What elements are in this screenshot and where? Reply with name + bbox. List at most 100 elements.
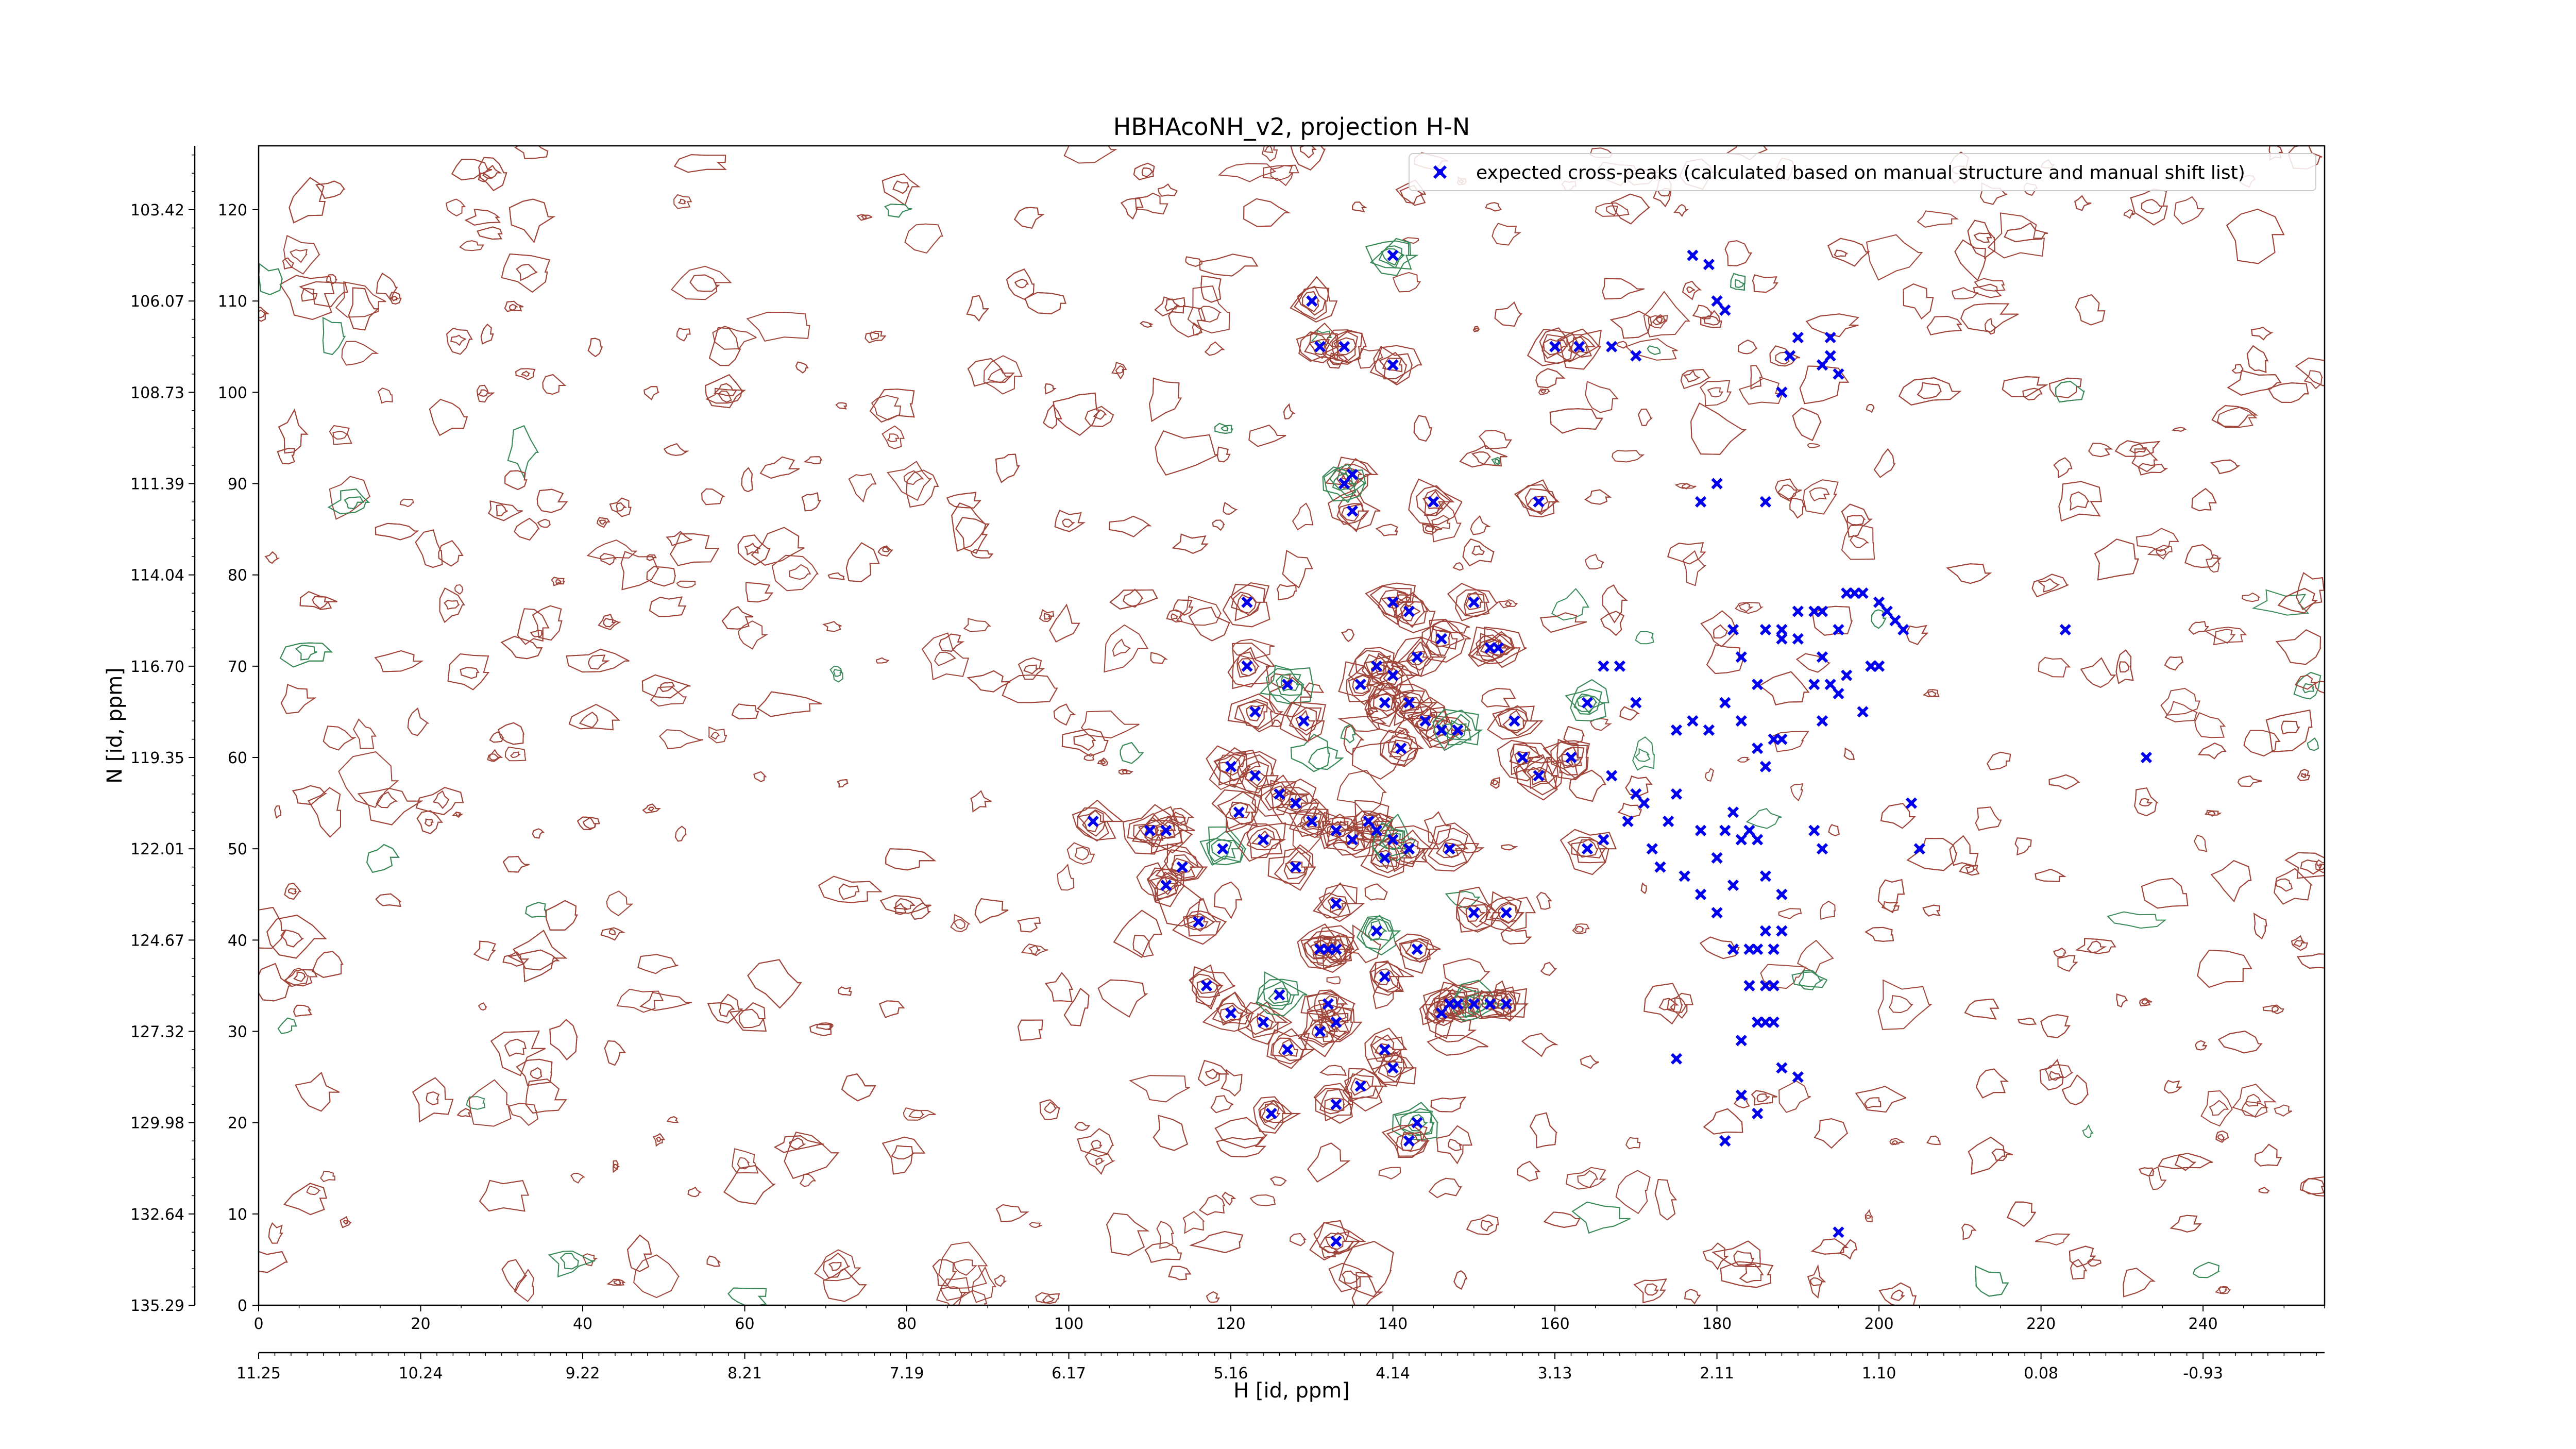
contour-line — [1600, 611, 1624, 636]
cross-peak-point — [1792, 1071, 1804, 1083]
contour-line — [295, 1071, 340, 1112]
contour-line — [2070, 491, 2090, 511]
contour-line — [335, 281, 386, 318]
contour-line — [412, 1077, 454, 1123]
contour-line — [882, 1136, 926, 1175]
contour-line — [445, 198, 466, 217]
cross-peak-point — [1241, 596, 1253, 608]
contour-line — [1571, 838, 1606, 858]
contour-line — [1702, 1242, 1729, 1270]
contour-line — [507, 425, 539, 479]
contour-line — [659, 682, 675, 692]
contour-line — [1208, 826, 1247, 866]
cross-peak-point — [1281, 679, 1294, 690]
contour-line — [603, 618, 617, 628]
contour-line — [2193, 834, 2208, 852]
cross-peak-point — [1776, 633, 1788, 645]
x-index-tick-label: 60 — [735, 1315, 754, 1333]
contour-line — [689, 274, 720, 292]
cross-peak-point — [1306, 295, 1318, 307]
contour-line — [514, 517, 540, 541]
contour-line — [1448, 843, 1485, 854]
contour-line — [2048, 774, 2080, 790]
contour-line — [1341, 467, 1363, 485]
contour-line — [627, 1234, 652, 1272]
contour-line — [264, 551, 280, 564]
contour-line — [2241, 1101, 2269, 1117]
contour-line — [1260, 1100, 1286, 1123]
contour-line — [1711, 1240, 1761, 1268]
contour-line — [708, 327, 741, 366]
y-index-tick-label: 30 — [228, 1023, 247, 1041]
contour-line — [967, 670, 1011, 693]
contour-line — [498, 722, 525, 745]
contour-line — [673, 194, 692, 209]
cross-peak-point — [1752, 943, 1764, 955]
contour-line — [1459, 445, 1507, 468]
contour-line — [1476, 631, 1521, 668]
contour-line — [292, 785, 327, 805]
contour-line — [2218, 1286, 2228, 1294]
contour-line — [1510, 743, 1544, 776]
contour-line — [1295, 710, 1316, 732]
contour-line — [1389, 739, 1415, 757]
contour-line — [646, 566, 676, 587]
contour-line — [1498, 705, 1528, 734]
contour-line — [2217, 1031, 2263, 1054]
contour-line — [1014, 207, 1045, 229]
contour-line — [1471, 451, 1492, 465]
contour-line — [299, 591, 337, 610]
contour-line — [2147, 545, 2173, 560]
contour-line — [1074, 847, 1090, 861]
contour-line — [1023, 664, 1040, 675]
contour-line — [710, 731, 720, 740]
contour-line — [1968, 1136, 2006, 1175]
contour-line — [2164, 656, 2184, 671]
contour-line — [1491, 779, 1499, 786]
contour-line — [723, 1165, 776, 1205]
contour-line — [1811, 1238, 1849, 1255]
cross-peak-point — [1833, 1226, 1844, 1238]
contour-line — [1446, 719, 1467, 740]
contour-line — [504, 470, 528, 491]
contour-line — [995, 1204, 1029, 1222]
contour-line — [1299, 146, 1317, 159]
contour-line — [586, 540, 638, 560]
cross-peak-point — [1387, 249, 1399, 261]
contour-line — [1084, 1149, 1115, 1175]
contour-line — [2281, 720, 2300, 735]
contour-line — [738, 1008, 765, 1029]
legend[interactable]: expected cross-peaks (calculated based o… — [1409, 153, 2316, 191]
contour-line — [1965, 865, 1977, 873]
contour-line — [1423, 811, 1451, 845]
contour-line — [2080, 657, 2116, 688]
contour-line — [1866, 403, 1875, 413]
cross-peak-point — [1638, 797, 1650, 809]
contour-line — [1777, 484, 1798, 500]
contour-line — [1097, 757, 1108, 766]
contour-line — [1006, 268, 1035, 300]
contour-line — [2197, 743, 2227, 760]
contour-line — [1559, 329, 1602, 370]
contour-line — [1400, 841, 1421, 859]
contour-line — [1516, 754, 1558, 796]
contour-line — [1049, 603, 1080, 643]
contour-line — [2058, 481, 2102, 522]
contour-line — [666, 531, 692, 546]
contour-line — [1303, 935, 1334, 959]
contour-line — [389, 292, 402, 305]
contour-line — [1196, 978, 1220, 994]
contour-line — [1652, 314, 1667, 326]
contour-line — [1391, 592, 1436, 633]
cross-peak-point — [1776, 386, 1788, 398]
contour-line — [376, 273, 398, 301]
x-index-tick-label: 220 — [2026, 1315, 2056, 1333]
contour-line — [1164, 298, 1180, 312]
contour-line — [670, 533, 720, 566]
x-ppm-tick-label: 7.19 — [890, 1364, 924, 1383]
contour-line — [2115, 649, 2134, 684]
contour-line — [308, 787, 341, 838]
contour-line — [1922, 904, 1941, 917]
contour-line — [1538, 388, 1551, 395]
contour-line — [620, 551, 659, 591]
